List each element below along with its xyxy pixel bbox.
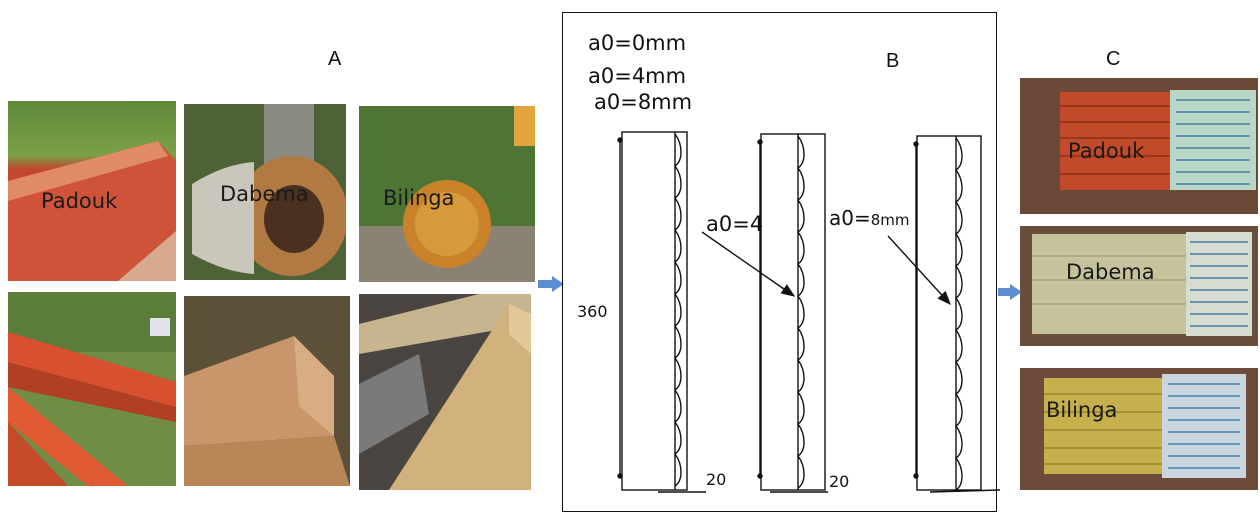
height-dimension: 360: [577, 302, 608, 321]
specimen-a0-8: [887, 135, 1001, 493]
padouk-log-photo: Padouk: [8, 101, 176, 281]
dabema-specimen-label: Dabema: [1066, 260, 1155, 284]
bilinga-log-shape: [359, 106, 535, 282]
width-dimension-2: 20: [829, 472, 850, 491]
bilinga-specimen-label: Bilinga: [1046, 398, 1118, 422]
padouk-beams-photo: [8, 292, 176, 486]
bilinga-specimen-photo: Bilinga: [1020, 368, 1258, 490]
padouk-beams-shape: [8, 292, 176, 486]
dabema-specimen-photo: Dabema: [1020, 226, 1258, 346]
legend-a0-0: a0=0mm: [588, 31, 687, 55]
bilinga-log-photo: Bilinga: [359, 106, 535, 282]
bilinga-log-label: Bilinga: [383, 186, 455, 210]
specimen-a0-4: [701, 133, 828, 493]
callout-a0-4: a0=4: [706, 212, 764, 236]
dabema-log-photo: Dabema: [184, 104, 346, 280]
panel-c-label: C: [1106, 48, 1121, 70]
bilinga-specimen-board: [1044, 374, 1246, 478]
legend-a0-8: a0=8mm: [594, 90, 693, 114]
dabema-log-shape: [184, 104, 346, 280]
padouk-specimen-board: [1060, 90, 1256, 190]
panel-a-label: A: [328, 48, 342, 70]
dabema-log-label: Dabema: [220, 182, 309, 206]
padouk-specimen-label: Padouk: [1068, 139, 1145, 163]
dabema-beams-photo: [184, 296, 350, 486]
width-dimension-1: 20: [706, 470, 727, 489]
callout-a0-8: a0=8mm: [829, 206, 910, 230]
callout-a0-8-prefix: a0=: [829, 206, 871, 230]
callout-a0-8-value: 8mm: [870, 211, 910, 229]
arrow-b-to-c-icon: [998, 284, 1022, 300]
dabema-beams-shape: [184, 296, 350, 486]
bilinga-beams-photo: [359, 294, 531, 490]
legend-a0-4: a0=4mm: [588, 64, 687, 88]
specimen-a0-0: [617, 131, 706, 493]
dabema-specimen-board: [1032, 232, 1252, 336]
panel-b-label: B: [886, 50, 900, 72]
padouk-specimen-photo: Padouk: [1020, 78, 1258, 214]
padouk-log-label: Padouk: [41, 189, 118, 213]
bilinga-beams-shape: [359, 294, 531, 490]
specimen-schematic: [617, 131, 1001, 493]
padouk-log-shape: [8, 141, 176, 281]
arrow-a-to-b-icon: [538, 276, 564, 292]
